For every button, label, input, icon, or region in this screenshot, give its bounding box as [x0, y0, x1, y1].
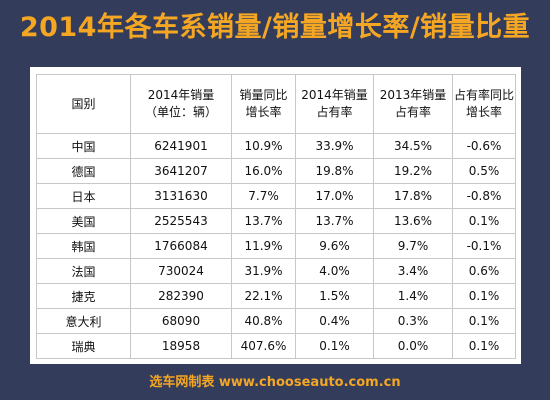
cell-sales-growth: 407.6% [231, 333, 296, 359]
cell-share-2014: 9.6% [295, 233, 374, 259]
cell-share-2013: 9.7% [373, 233, 453, 259]
table-row: 日本 3131630 7.7% 17.0% 17.8% -0.8% [36, 183, 516, 209]
header-share-2014: 2014年销量 占有率 [295, 74, 374, 134]
cell-share-2013: 0.0% [373, 333, 453, 359]
table-row: 德国 3641207 16.0% 19.8% 19.2% 0.5% [36, 158, 516, 184]
cell-country: 意大利 [36, 308, 131, 334]
table-header-row: 国别 2014年销量 （单位：辆） 销量同比 增长率 2014年销量 占有率 2… [36, 74, 516, 134]
cell-share-2014: 13.7% [295, 208, 374, 234]
cell-share-2013: 1.4% [373, 283, 453, 309]
cell-share-growth: 0.1% [452, 208, 516, 234]
table-row: 中国 6241901 10.9% 33.9% 34.5% -0.6% [36, 133, 516, 159]
table-row: 美国 2525543 13.7% 13.7% 13.6% 0.1% [36, 208, 516, 234]
table-row: 韩国 1766084 11.9% 9.6% 9.7% -0.1% [36, 233, 516, 259]
cell-country: 瑞典 [36, 333, 131, 359]
header-sales-growth: 销量同比 增长率 [231, 74, 296, 134]
cell-share-growth: 0.1% [452, 333, 516, 359]
cell-share-2013: 3.4% [373, 258, 453, 284]
table-body: 中国 6241901 10.9% 33.9% 34.5% -0.6% 德国 3641207 16… [36, 133, 516, 359]
cell-sales-2014: 1766084 [130, 233, 232, 259]
cell-share-2013: 13.6% [373, 208, 453, 234]
cell-sales-2014: 68090 [130, 308, 232, 334]
cell-share-2014: 17.0% [295, 183, 374, 209]
cell-sales-2014: 2525543 [130, 208, 232, 234]
cell-sales-2014: 3131630 [130, 183, 232, 209]
header-share-2013: 2013年销量 占有率 [373, 74, 453, 134]
header-share-growth: 占有率同比 增长率 [452, 74, 516, 134]
cell-share-2014: 0.1% [295, 333, 374, 359]
cell-sales-growth: 10.9% [231, 133, 296, 159]
table-panel: 国别 2014年销量 （单位：辆） 销量同比 增长率 2014年销量 占有率 2… [30, 67, 521, 364]
cell-sales-growth: 22.1% [231, 283, 296, 309]
cell-share-2014: 1.5% [295, 283, 374, 309]
cell-share-2014: 0.4% [295, 308, 374, 334]
cell-share-2014: 33.9% [295, 133, 374, 159]
cell-country: 德国 [36, 158, 131, 184]
table-row: 法国 730024 31.9% 4.0% 3.4% 0.6% [36, 258, 516, 284]
cell-share-growth: -0.8% [452, 183, 516, 209]
cell-country: 日本 [36, 183, 131, 209]
cell-sales-2014: 3641207 [130, 158, 232, 184]
header-country: 国别 [36, 74, 131, 134]
cell-share-growth: -0.6% [452, 133, 516, 159]
cell-sales-growth: 13.7% [231, 208, 296, 234]
cell-sales-growth: 31.9% [231, 258, 296, 284]
cell-share-growth: 0.1% [452, 308, 516, 334]
cell-sales-2014: 6241901 [130, 133, 232, 159]
table-row: 意大利 68090 40.8% 0.4% 0.3% 0.1% [36, 308, 516, 334]
cell-country: 韩国 [36, 233, 131, 259]
cell-sales-growth: 11.9% [231, 233, 296, 259]
cell-share-growth: 0.1% [452, 283, 516, 309]
cell-share-growth: -0.1% [452, 233, 516, 259]
cell-country: 法国 [36, 258, 131, 284]
cell-share-growth: 0.6% [452, 258, 516, 284]
cell-share-2013: 0.3% [373, 308, 453, 334]
cell-sales-growth: 40.8% [231, 308, 296, 334]
sales-table: 国别 2014年销量 （单位：辆） 销量同比 增长率 2014年销量 占有率 2… [36, 74, 516, 359]
cell-share-2014: 4.0% [295, 258, 374, 284]
cell-share-growth: 0.5% [452, 158, 516, 184]
cell-sales-2014: 18958 [130, 333, 232, 359]
cell-share-2013: 19.2% [373, 158, 453, 184]
cell-country: 捷克 [36, 283, 131, 309]
cell-sales-growth: 7.7% [231, 183, 296, 209]
footer-credit: 选车网制表 www.chooseauto.com.cn [149, 375, 401, 390]
cell-country: 中国 [36, 133, 131, 159]
cell-sales-2014: 730024 [130, 258, 232, 284]
cell-sales-growth: 16.0% [231, 158, 296, 184]
cell-country: 美国 [36, 208, 131, 234]
cell-share-2014: 19.8% [295, 158, 374, 184]
cell-share-2013: 17.8% [373, 183, 453, 209]
cell-share-2013: 34.5% [373, 133, 453, 159]
cell-sales-2014: 282390 [130, 283, 232, 309]
header-sales-2014: 2014年销量 （单位：辆） [130, 74, 232, 134]
table-row: 瑞典 18958 407.6% 0.1% 0.0% 0.1% [36, 333, 516, 359]
page-title: 2014年各车系销量/销量增长率/销量比重 [19, 12, 531, 43]
table-row: 捷克 282390 22.1% 1.5% 1.4% 0.1% [36, 283, 516, 309]
